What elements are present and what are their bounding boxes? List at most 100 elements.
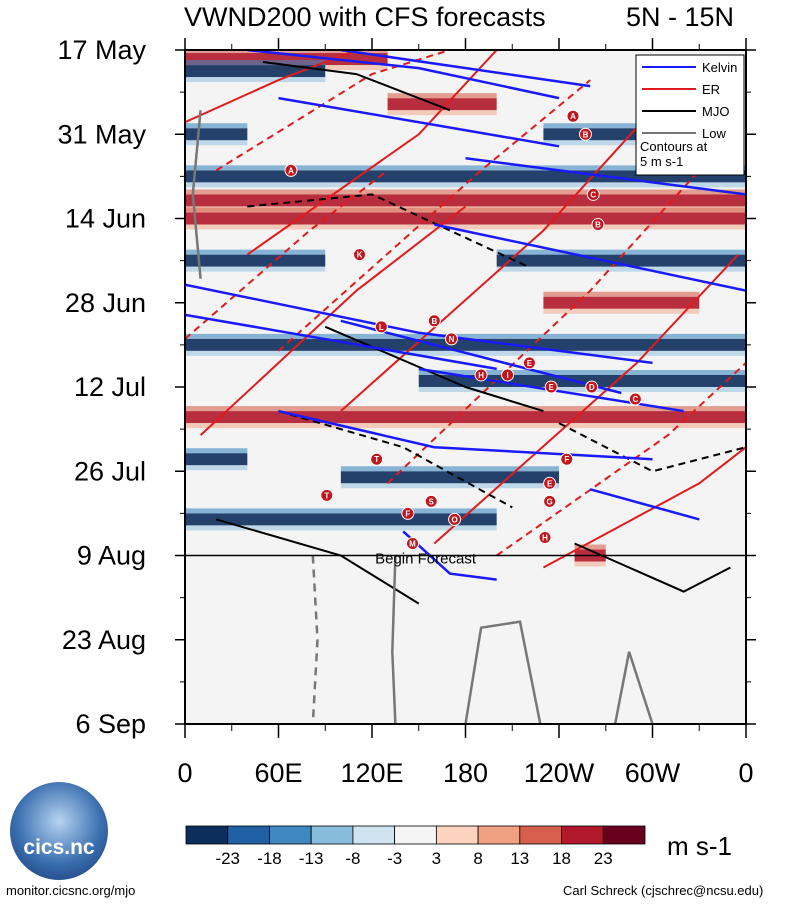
storm-label: K [357, 251, 363, 260]
anomaly-band [543, 296, 700, 309]
legend-label-er: ER [702, 82, 720, 97]
y-tick-label: 28 Jun [65, 288, 146, 318]
anomaly-band-edge [185, 60, 326, 66]
storm-label: T [374, 455, 379, 464]
er-contour [340, 109, 654, 412]
anomaly-band-edge [340, 466, 559, 472]
er-contour [433, 253, 739, 545]
storm-marker [353, 248, 367, 262]
colorbar-label: -23 [215, 849, 240, 868]
low-contour [311, 555, 319, 724]
anomaly-band [185, 65, 326, 78]
colorbar-label: 23 [594, 849, 613, 868]
storm-label: B [583, 130, 589, 139]
anomaly-band-edge [185, 333, 746, 339]
colorbar-swatch [269, 825, 312, 845]
colorbar-swatch [227, 825, 270, 845]
forecast-start-label: Begin Forecast [375, 551, 477, 568]
storm-marker [320, 488, 334, 502]
anomaly-band-edge [185, 224, 746, 230]
anomaly-band-edge [496, 249, 746, 255]
anomaly-band [496, 254, 746, 267]
storm-label: M [409, 539, 416, 548]
mjo-contour [247, 193, 529, 268]
storm-marker [578, 127, 592, 141]
storm-marker [444, 332, 458, 346]
kelvin-contour [465, 157, 746, 196]
y-tick-label: 23 Aug [62, 625, 146, 655]
anomaly-band [185, 411, 746, 424]
kelvin-contour [434, 223, 746, 292]
anomaly-band-edge [574, 544, 606, 550]
storm-label: H [542, 533, 548, 542]
low-contour [613, 651, 654, 724]
mjo-contour [262, 61, 451, 112]
mjo-contour [574, 542, 731, 593]
logo-text: cics.nc [23, 836, 95, 859]
anomaly-band-edge [574, 561, 606, 567]
er-contour [542, 446, 746, 569]
colorbar-unit: m s-1 [667, 831, 732, 861]
storm-marker [474, 368, 488, 382]
y-tick-label: 12 Jul [74, 372, 146, 402]
storm-label: T [324, 491, 329, 500]
storm-marker [284, 163, 298, 177]
storm-marker [522, 356, 536, 370]
anomaly-band-edge [185, 266, 326, 272]
colorbar-label: 18 [552, 849, 571, 868]
y-tick-label: 6 Sep [75, 709, 146, 739]
storm-label: L [379, 323, 384, 332]
er-contour [199, 205, 467, 436]
footer-url[interactable]: monitor.cicsnc.org/mjo [6, 883, 136, 898]
y-tick-label: 14 Jun [65, 204, 146, 234]
anomaly-band-edge [387, 110, 497, 116]
er-contour [185, 50, 357, 124]
storm-marker [501, 368, 515, 382]
anomaly-band [418, 374, 746, 387]
anomaly-band-edge [185, 448, 248, 454]
storm-label: E [547, 479, 553, 488]
storm-label: E [527, 359, 533, 368]
colorbar-swatch [310, 825, 354, 845]
anomaly-band-edge [185, 525, 497, 531]
storm-label: S [429, 497, 435, 506]
anomaly-band [185, 194, 746, 207]
anomaly-band-edge [543, 123, 653, 129]
cicsnc-logo: cics.nc [10, 782, 108, 880]
storm-label: E [549, 383, 555, 392]
storm-marker [543, 476, 557, 490]
colorbar-swatch [519, 825, 562, 845]
storm-label: O [451, 515, 457, 524]
kelvin-contour [278, 96, 560, 148]
storm-marker [560, 452, 574, 466]
storm-marker [591, 218, 605, 232]
colorbar-label: -8 [345, 849, 360, 868]
storm-marker [406, 536, 420, 550]
legend-label-low: Low [702, 126, 726, 141]
storm-label: N [449, 335, 455, 344]
anomaly-band-edge [185, 249, 326, 255]
legend-box [635, 54, 745, 176]
storm-label: H [478, 371, 484, 380]
storm-label: I [506, 371, 508, 380]
legend-label-kelvin: Kelvin [702, 60, 737, 75]
chart-region: 5N - 15N [626, 2, 735, 32]
anomaly-band-edge [185, 207, 746, 213]
colorbar-swatch [185, 825, 229, 845]
storm-label: C [590, 190, 596, 199]
storm-marker [370, 452, 384, 466]
anomaly-band-edge [543, 140, 653, 146]
anomaly-band-edge [185, 465, 248, 471]
y-tick-label: 31 May [57, 119, 146, 149]
anomaly-band-edge [185, 123, 248, 129]
storm-marker [427, 314, 441, 328]
er-contour [215, 50, 451, 172]
colorbar-label: 8 [473, 849, 482, 868]
storm-marker [543, 494, 557, 508]
storm-marker [401, 506, 415, 520]
storm-marker [586, 187, 600, 201]
kelvin-contour [278, 409, 653, 461]
low-contour [191, 110, 202, 279]
